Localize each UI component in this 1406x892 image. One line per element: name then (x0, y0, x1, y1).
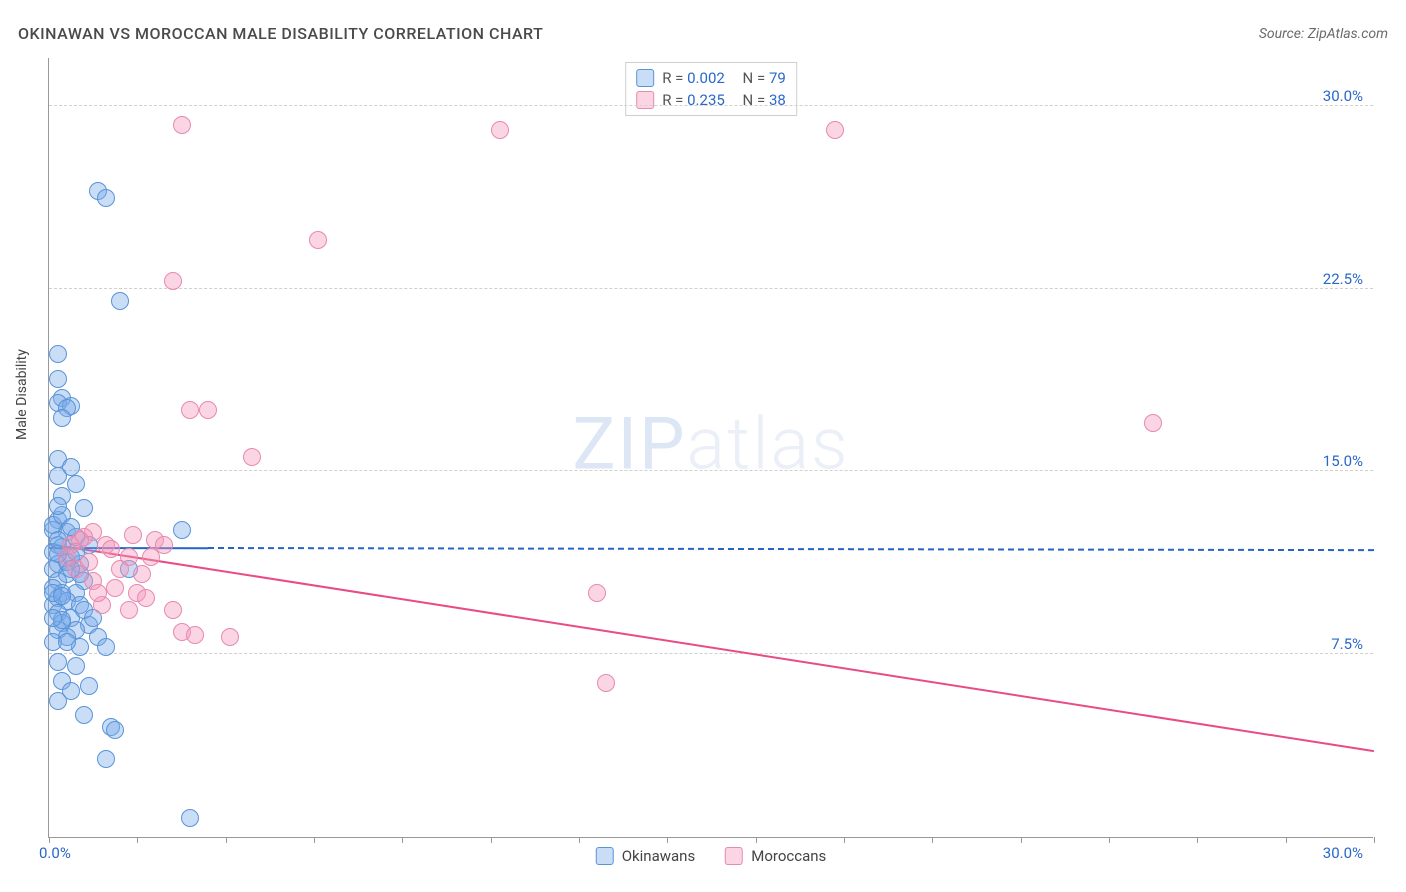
marker-moroccan (133, 565, 151, 583)
marker-okinawan (62, 682, 80, 700)
marker-moroccan (164, 272, 182, 290)
swatch-a-icon (596, 847, 614, 865)
legend-item-b: Moroccans (725, 847, 826, 865)
marker-okinawan (49, 370, 67, 388)
x-tick (491, 837, 492, 843)
marker-moroccan (106, 579, 124, 597)
gridline (49, 288, 1373, 289)
marker-okinawan (80, 677, 98, 695)
marker-okinawan (53, 587, 71, 605)
x-tick (1374, 837, 1375, 843)
marker-moroccan (137, 589, 155, 607)
marker-okinawan (75, 706, 93, 724)
marker-okinawan (67, 657, 85, 675)
y-tick-label: 22.5% (1323, 270, 1363, 288)
trend-line (208, 547, 1374, 551)
marker-okinawan (97, 189, 115, 207)
marker-moroccan (221, 628, 239, 646)
marker-okinawan (58, 633, 76, 651)
marker-moroccan (111, 560, 129, 578)
trend-line (49, 543, 1374, 752)
marker-moroccan (1144, 414, 1162, 432)
legend-item-a: Okinawans (596, 847, 695, 865)
swatch-b-icon (725, 847, 743, 865)
scatter-plot: ZIPatlas R = 0.002 N = 79 R = 0.235 N = … (48, 58, 1373, 838)
gridline (49, 105, 1373, 106)
x-tick (932, 837, 933, 843)
marker-moroccan (102, 540, 120, 558)
x-tick (1286, 837, 1287, 843)
source-credit: Source: ZipAtlas.com (1259, 26, 1388, 42)
marker-moroccan (597, 674, 615, 692)
marker-moroccan (120, 601, 138, 619)
marker-okinawan (44, 609, 62, 627)
marker-moroccan (199, 401, 217, 419)
swatch-b-icon (636, 91, 654, 109)
marker-moroccan (89, 584, 107, 602)
x-tick (1197, 837, 1198, 843)
legend-stats: R = 0.002 N = 79 R = 0.235 N = 38 (625, 62, 797, 116)
marker-moroccan (164, 601, 182, 619)
marker-moroccan (491, 121, 509, 139)
marker-okinawan (75, 499, 93, 517)
marker-okinawan (53, 409, 71, 427)
legend-stats-row-a: R = 0.002 N = 79 (636, 67, 786, 89)
marker-moroccan (186, 626, 204, 644)
marker-okinawan (49, 345, 67, 363)
marker-moroccan (173, 116, 191, 134)
marker-okinawan (49, 497, 67, 515)
marker-moroccan (181, 401, 199, 419)
marker-okinawan (173, 521, 191, 539)
swatch-a-icon (636, 69, 654, 87)
marker-okinawan (106, 721, 124, 739)
x-tick (314, 837, 315, 843)
marker-okinawan (111, 292, 129, 310)
x-tick (402, 837, 403, 843)
x-tick (49, 837, 50, 843)
y-axis-title: Male Disability (14, 349, 30, 440)
marker-moroccan (243, 448, 261, 466)
chart-title: OKINAWAN VS MOROCCAN MALE DISABILITY COR… (18, 24, 543, 43)
x-tick (579, 837, 580, 843)
marker-moroccan (309, 231, 327, 249)
marker-okinawan (181, 809, 199, 827)
marker-okinawan (97, 750, 115, 768)
x-tick (137, 837, 138, 843)
x-axis-max-label: 30.0% (1323, 844, 1363, 862)
x-tick (1109, 837, 1110, 843)
y-tick-label: 15.0% (1323, 452, 1363, 470)
marker-moroccan (588, 584, 606, 602)
legend-stats-row-b: R = 0.235 N = 38 (636, 89, 786, 111)
watermark: ZIPatlas (572, 401, 849, 486)
x-axis-min-label: 0.0% (39, 844, 71, 862)
x-tick (1021, 837, 1022, 843)
marker-moroccan (826, 121, 844, 139)
x-tick (226, 837, 227, 843)
y-tick-label: 7.5% (1331, 635, 1363, 653)
marker-okinawan (49, 467, 67, 485)
marker-moroccan (80, 553, 98, 571)
x-tick (667, 837, 668, 843)
marker-okinawan (97, 638, 115, 656)
x-tick (844, 837, 845, 843)
y-tick-label: 30.0% (1323, 87, 1363, 105)
marker-moroccan (58, 548, 76, 566)
marker-moroccan (71, 531, 89, 549)
gridline (49, 653, 1373, 654)
marker-okinawan (49, 653, 67, 671)
legend-series: Okinawans Moroccans (596, 847, 827, 865)
marker-moroccan (124, 526, 142, 544)
x-tick (756, 837, 757, 843)
marker-moroccan (142, 548, 160, 566)
gridline (49, 470, 1373, 471)
